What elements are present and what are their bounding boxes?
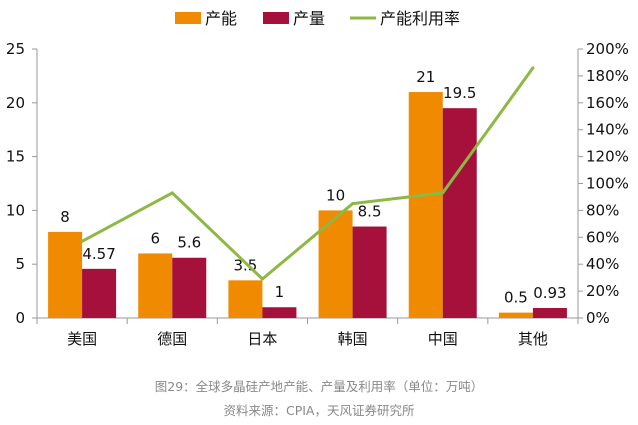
legend-label: 产能 (205, 9, 237, 28)
data-label: 6 (150, 229, 160, 247)
utilization-line (81, 66, 535, 281)
data-label: 8 (60, 208, 70, 226)
right-tick-label: 0% (586, 309, 610, 327)
data-label: 19.5 (443, 84, 476, 102)
right-tick-label: 20% (586, 282, 619, 300)
bar-capacity (48, 231, 83, 318)
right-tick-label: 60% (586, 228, 619, 246)
data-label: 10 (326, 186, 345, 204)
category-label: 其他 (518, 330, 548, 348)
right-tick-label: 120% (586, 148, 629, 166)
utilization-point (260, 277, 264, 281)
figure-caption: 图29：全球多晶硅产地产能、产量及利用率（单位：万吨） (154, 379, 484, 394)
left-tick-label: 5 (15, 255, 25, 273)
bar-output (82, 268, 117, 318)
bar-output (442, 108, 477, 319)
category-label: 日本 (247, 330, 277, 348)
data-label: 0.93 (533, 284, 566, 302)
legend-label: 产量 (293, 9, 325, 28)
left-tick-label: 0 (15, 309, 25, 327)
right-tick-label: 100% (586, 175, 629, 193)
data-label: 1 (275, 283, 285, 301)
data-label: 4.57 (82, 245, 115, 263)
legend-swatch-output (263, 12, 289, 24)
bar-capacity (138, 253, 173, 318)
right-tick-label: 200% (586, 40, 629, 58)
left-tick-label: 20 (6, 94, 25, 112)
utilization-point (170, 191, 174, 195)
bar-capacity (408, 92, 443, 318)
category-label: 美国 (67, 330, 97, 348)
data-label: 5.6 (177, 234, 201, 252)
right-tick-label: 40% (586, 255, 619, 273)
utilization-point (351, 202, 355, 206)
data-label: 21 (416, 68, 435, 86)
bar-output (172, 257, 207, 318)
legend-label: 产能利用率 (380, 9, 460, 28)
bar-capacity (228, 280, 263, 318)
bar-output (262, 307, 297, 318)
left-tick-label: 25 (6, 40, 25, 58)
category-label: 中国 (428, 330, 458, 348)
bar-capacity (498, 312, 533, 318)
bar-output (532, 307, 567, 318)
utilization-point (80, 239, 84, 243)
right-tick-label: 180% (586, 67, 629, 85)
bar-output (352, 226, 387, 318)
category-label: 德国 (157, 330, 187, 348)
source-note: 资料来源：CPIA，天风证券研究所 (223, 403, 415, 418)
combo-chart: 0 5 10 15 20 25 0% 20% 40% 60% 80% 100% 120% 140% 160%… (6, 9, 629, 348)
utilization-point (441, 191, 445, 195)
right-tick-label: 160% (586, 94, 629, 112)
right-tick-label: 140% (586, 121, 629, 139)
data-label: 0.5 (504, 289, 528, 307)
legend-swatch-capacity (175, 12, 201, 24)
left-tick-label: 10 (6, 201, 25, 219)
right-tick-label: 80% (586, 201, 619, 219)
data-label: 8.5 (358, 203, 382, 221)
left-tick-label: 15 (6, 148, 25, 166)
utilization-point (531, 66, 535, 70)
category-label: 韩国 (338, 330, 368, 348)
